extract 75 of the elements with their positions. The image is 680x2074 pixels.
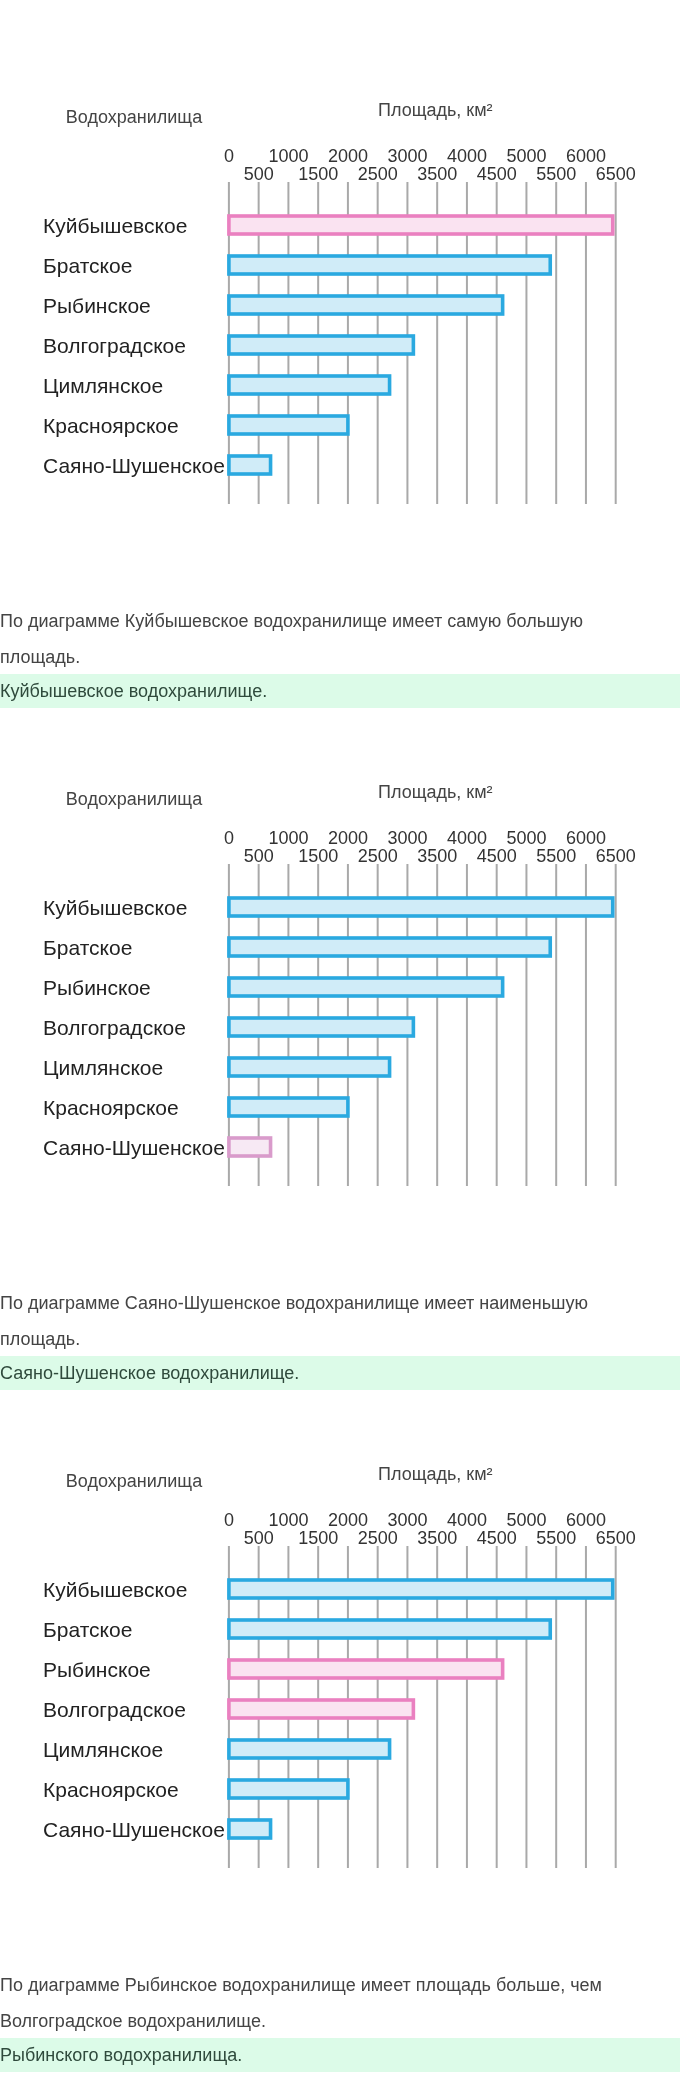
x-tick-label: 2000 — [327, 146, 368, 166]
y-tick-label: Рыбинское — [43, 975, 151, 999]
y-tick-label: Цимлянское — [43, 1055, 164, 1079]
x2-tick-label: 4500 — [476, 164, 517, 184]
x-tick-label: 6000 — [565, 828, 606, 848]
x-tick-label: 6000 — [565, 146, 606, 166]
x2-tick-label: 6500 — [595, 846, 636, 866]
x2-tick-label: 3500 — [417, 164, 458, 184]
x-axis-title: Площадь, км² — [378, 100, 493, 120]
y-tick-label: Цимлянское — [43, 1737, 164, 1761]
x2-tick-label: 1500 — [298, 164, 339, 184]
x2-tick-label: 1500 — [298, 846, 339, 866]
x-tick-label: 3000 — [387, 828, 428, 848]
x2-tick-label: 2500 — [357, 1528, 398, 1548]
y-tick-label: Саяно-Шушенское — [43, 1135, 225, 1159]
text: Саяно-Шушенское водохранилище. — [0, 1362, 300, 1385]
y-tick-label: Рыбинское — [43, 1657, 151, 1681]
x2-tick-label: 2500 — [357, 164, 398, 184]
y-tick-label: Саяно-Шушенское — [43, 1817, 225, 1841]
y-tick-label: Братское — [43, 253, 133, 277]
y-tick-label: Братское — [43, 935, 133, 959]
y-axis-title: Водохранилища — [65, 107, 204, 127]
y-tick-label: Куйбышевское — [43, 895, 188, 919]
x-tick-label: 4000 — [446, 828, 487, 848]
x-tick-label: 0 — [223, 146, 234, 166]
x2-tick-label: 6500 — [595, 164, 636, 184]
x-tick-label: 3000 — [387, 146, 428, 166]
x2-tick-label: 5500 — [536, 164, 577, 184]
x-tick-label: 1000 — [268, 828, 309, 848]
y-tick-label: Куйбышевское — [43, 213, 188, 237]
x-tick-label: 4000 — [446, 1510, 487, 1530]
x2-tick-label: 500 — [243, 846, 274, 866]
x-tick-label: 4000 — [446, 146, 487, 166]
x-tick-label: 3000 — [387, 1510, 428, 1530]
y-tick-label: Красноярское — [43, 1095, 179, 1119]
x-tick-label: 0 — [223, 828, 234, 848]
x-axis-title: Площадь, км² — [378, 782, 493, 802]
x2-tick-label: 5500 — [536, 1528, 577, 1548]
x2-tick-label: 5500 — [536, 846, 577, 866]
y-tick-label: Братское — [43, 1617, 133, 1641]
x-tick-label: 1000 — [268, 1510, 309, 1530]
x2-tick-label: 1500 — [298, 1528, 339, 1548]
x-tick-label: 0 — [223, 1510, 234, 1530]
x-tick-label: 5000 — [506, 828, 547, 848]
y-tick-label: Саяно-Шушенское — [43, 453, 225, 477]
text: Куйбышевское водохранилище. — [0, 680, 268, 703]
text: По диаграмме Рыбинское водохранилище имеет площадь больше, чем Волгоградское водохранилище. — [0, 1974, 603, 2033]
x2-tick-label: 3500 — [417, 846, 458, 866]
x-tick-label: 2000 — [327, 1510, 368, 1530]
y-tick-label: Цимлянское — [43, 373, 164, 397]
x-axis-title: Площадь, км² — [378, 1464, 493, 1484]
y-tick-label: Куйбышевское — [43, 1577, 188, 1601]
text: Рыбинского водохранилища. — [0, 2044, 243, 2067]
y-tick-label: Красноярское — [43, 413, 179, 437]
text: По диаграмме Куйбышевское водохранилище имеет самую большую площадь. — [0, 610, 584, 669]
text: По диаграмме Саяно-Шушенское водохранилище имеет наименьшую площадь. — [0, 1292, 589, 1351]
x2-tick-label: 3500 — [417, 1528, 458, 1548]
y-axis-title: Водохранилища — [65, 789, 204, 809]
x2-tick-label: 2500 — [357, 846, 398, 866]
x-tick-label: 5000 — [506, 146, 547, 166]
x2-tick-label: 500 — [243, 164, 274, 184]
y-tick-label: Рыбинское — [43, 293, 151, 317]
x2-tick-label: 4500 — [476, 846, 517, 866]
x-tick-label: 6000 — [565, 1510, 606, 1530]
x2-tick-label: 4500 — [476, 1528, 517, 1548]
y-axis-title: Водохранилища — [65, 1471, 204, 1491]
y-tick-label: Волгоградское — [43, 1697, 186, 1721]
y-tick-label: Волгоградское — [43, 333, 186, 357]
x-tick-label: 1000 — [268, 146, 309, 166]
x-tick-label: 5000 — [506, 1510, 547, 1530]
y-tick-label: Красноярское — [43, 1777, 179, 1801]
y-tick-label: Волгоградское — [43, 1015, 186, 1039]
x-tick-label: 2000 — [327, 828, 368, 848]
x2-tick-label: 6500 — [595, 1528, 636, 1548]
x2-tick-label: 500 — [243, 1528, 274, 1548]
